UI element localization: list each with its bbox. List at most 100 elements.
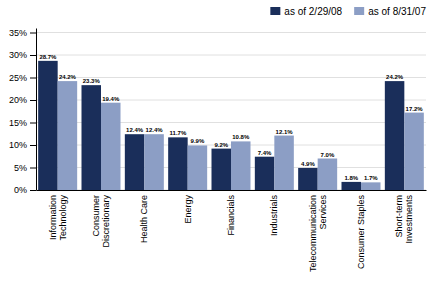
y-tick-mark xyxy=(30,78,36,79)
bar xyxy=(318,159,338,191)
y-tick: 15% xyxy=(9,118,36,128)
x-tick: Energy xyxy=(183,195,193,224)
x-tick-label: Short-termInvestments xyxy=(394,195,414,244)
bar xyxy=(38,61,57,190)
x-tick-label: TelecommunicationServices xyxy=(308,195,328,273)
x-tick-label-line: Health Care xyxy=(139,195,149,243)
data-label: 1.8% xyxy=(344,175,358,181)
bar xyxy=(274,136,294,190)
data-label: 24.2% xyxy=(59,74,77,80)
y-tick: 10% xyxy=(9,140,36,150)
legend-item: as of 8/31/07 xyxy=(354,6,426,17)
data-label: 7.4% xyxy=(258,150,272,156)
data-label: 12.4% xyxy=(126,127,144,133)
bar xyxy=(168,137,188,190)
legend-label: as of 8/31/07 xyxy=(368,6,426,17)
x-tick-label-line: Investments xyxy=(404,195,414,244)
y-tick-label: 10% xyxy=(9,140,27,150)
x-tick: Consumer Staples xyxy=(356,195,366,270)
data-label: 17.2% xyxy=(406,106,424,112)
plot-area: 0% 5% 10% 15% 20% 25% 30% 35% InformationTechnol… xyxy=(9,28,427,272)
bar xyxy=(231,141,251,190)
x-tick-label-line: Services xyxy=(317,195,327,230)
y-tick-label: 30% xyxy=(9,50,27,60)
bar xyxy=(212,149,232,190)
y-tick: 20% xyxy=(9,95,36,105)
y-tick-label: 5% xyxy=(14,163,27,173)
data-label: 10.8% xyxy=(232,134,250,140)
bar xyxy=(361,182,381,190)
y-tick-mark xyxy=(30,55,36,56)
y-tick-label: 25% xyxy=(9,73,27,83)
y-tick-mark xyxy=(30,100,36,101)
x-tick: Financials xyxy=(226,195,236,236)
data-label: 23.3% xyxy=(83,78,101,84)
y-tick-mark xyxy=(30,145,36,146)
x-tick-label-line: Energy xyxy=(183,195,193,224)
bar xyxy=(188,145,208,190)
bar xyxy=(385,81,405,190)
legend-item: as of 2/29/08 xyxy=(270,6,342,17)
y-tick: 0% xyxy=(14,185,36,195)
x-tick-label: Health Care xyxy=(139,195,149,243)
y-tick-mark xyxy=(30,33,36,34)
x-tick-label: InformationTechnology xyxy=(48,195,68,241)
x-tick: InformationTechnology xyxy=(48,195,68,241)
y-tick-mark xyxy=(30,168,36,169)
bars xyxy=(38,61,424,190)
bar xyxy=(342,182,362,190)
y-tick-mark xyxy=(30,123,36,124)
y-tick-label: 0% xyxy=(14,185,27,195)
x-tick-label: Industrials xyxy=(269,195,279,237)
x-tick-label: Financials xyxy=(226,195,236,236)
bar-series xyxy=(58,81,424,190)
x-tick-label: Consumer Staples xyxy=(356,195,366,270)
data-label: 12.1% xyxy=(276,129,294,135)
bar xyxy=(404,113,424,190)
legend-label: as of 2/29/08 xyxy=(284,6,342,17)
y-tick: 30% xyxy=(9,50,36,60)
x-tick: Short-termInvestments xyxy=(394,195,414,244)
y-tick-label: 20% xyxy=(9,95,27,105)
data-label: 1.7% xyxy=(364,175,378,181)
legend-swatch xyxy=(270,7,280,15)
x-tick-label-line: Information xyxy=(48,195,58,240)
chart-container: 0% 5% 10% 15% 20% 25% 30% 35% InformationTechnol… xyxy=(0,0,434,286)
data-labels: 28.7%23.3%12.4%11.7%9.2%7.4%4.9%1.8%24.2… xyxy=(39,54,423,182)
grid xyxy=(36,33,426,191)
x-tick-label-line: Telecommunication xyxy=(308,195,318,272)
x-tick: TelecommunicationServices xyxy=(308,195,328,273)
data-label: 24.2% xyxy=(386,74,404,80)
bar xyxy=(58,81,78,190)
data-label: 19.4% xyxy=(102,96,120,102)
x-tick-label: Energy xyxy=(183,195,193,224)
x-tick-label-line: Consumer Staples xyxy=(356,195,366,270)
bar xyxy=(144,134,164,190)
y-axis-line xyxy=(36,29,37,191)
data-label: 4.9% xyxy=(301,161,315,167)
bar xyxy=(125,134,145,190)
legend: as of 2/29/08 as of 8/31/07 xyxy=(270,6,426,17)
x-axis: InformationTechnology ConsumerDiscretiona… xyxy=(37,191,427,273)
x-tick: Health Care xyxy=(139,195,149,243)
legend-swatch xyxy=(354,7,364,15)
data-label: 9.9% xyxy=(191,138,205,144)
chart-svg: 0% 5% 10% 15% 20% 25% 30% 35% InformationTechnol… xyxy=(0,0,434,286)
y-axis: 0% 5% 10% 15% 20% 25% 30% 35% xyxy=(9,28,37,196)
data-label: 28.7% xyxy=(39,54,57,60)
bar-series xyxy=(38,61,404,190)
y-tick: 25% xyxy=(9,73,36,83)
grid-line xyxy=(36,32,426,33)
bar xyxy=(101,103,121,190)
x-tick-label-line: Consumer xyxy=(91,195,101,237)
x-tick-label: ConsumerDiscretionary xyxy=(91,195,111,248)
x-tick-label-line: Technology xyxy=(57,195,67,241)
bar xyxy=(255,157,274,190)
bar xyxy=(298,168,318,190)
x-tick-label-line: Discretionary xyxy=(101,195,111,248)
y-tick: 35% xyxy=(9,28,36,38)
y-tick-label: 15% xyxy=(9,118,27,128)
data-label: 7.0% xyxy=(321,152,335,158)
x-tick: Industrials xyxy=(269,195,279,237)
bar xyxy=(82,85,102,190)
